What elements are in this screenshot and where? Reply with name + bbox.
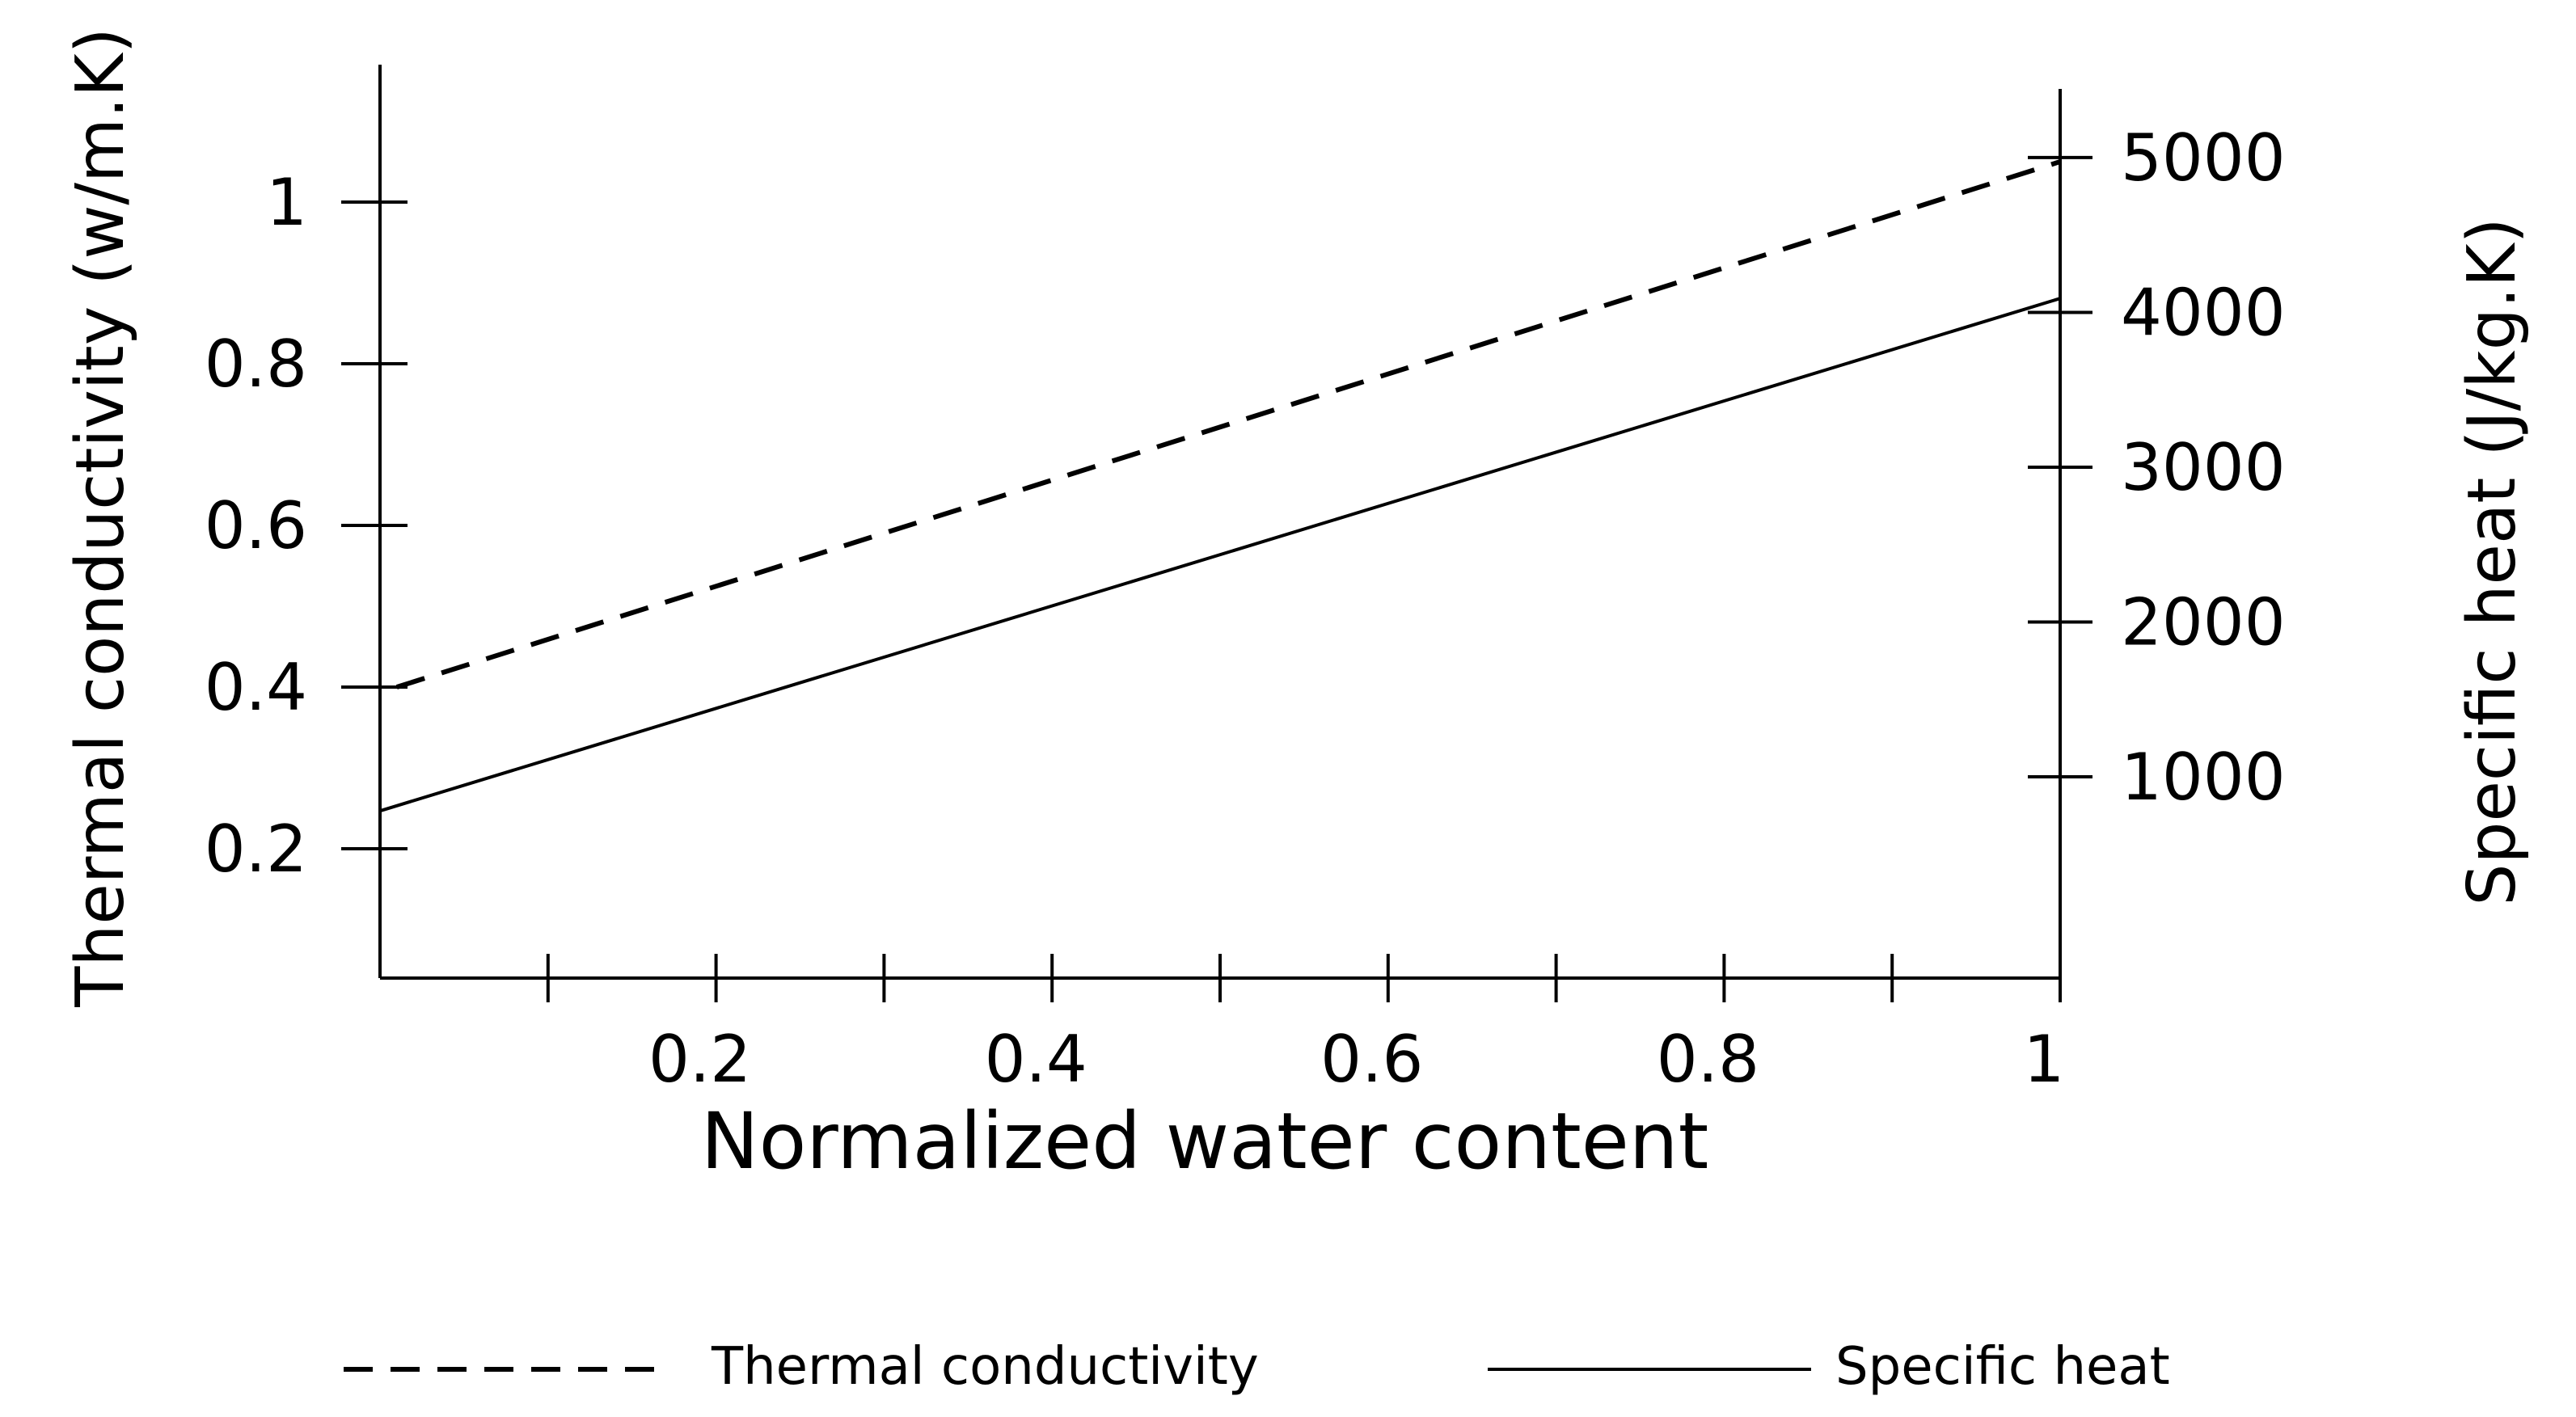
series-lines bbox=[379, 159, 2061, 813]
x-axis-title: Normalized water content bbox=[701, 1096, 1709, 1187]
left-y-tick-label: 0.6 bbox=[205, 488, 307, 563]
left-y-tick-label: 1 bbox=[266, 165, 307, 240]
right-y-tick-label: 1000 bbox=[2121, 740, 2286, 815]
series-line-thermal-conductivity bbox=[395, 159, 2061, 690]
right-y-axis-title: Specific heat (J/kg.K) bbox=[2454, 217, 2531, 905]
x-tick-label: 0.4 bbox=[985, 1022, 1087, 1097]
right-y-tick-label: 3000 bbox=[2121, 430, 2286, 505]
series-line-specific-heat bbox=[379, 297, 2061, 813]
x-tick-label: 1 bbox=[2024, 1022, 2065, 1097]
x-tick-label: 0.8 bbox=[1657, 1022, 1759, 1097]
right-y-tick-label: 5000 bbox=[2121, 120, 2286, 196]
right-y-ticks: 1000 2000 3000 4000 5000 bbox=[2028, 120, 2286, 815]
right-y-tick-label: 4000 bbox=[2121, 275, 2286, 350]
legend-label-thermal-conductivity: Thermal conductivity bbox=[711, 1337, 1259, 1397]
x-tick-label: 0.6 bbox=[1320, 1022, 1423, 1097]
left-y-tick-label: 0.4 bbox=[205, 650, 307, 725]
left-y-ticks: 0.2 0.4 0.6 0.8 1 bbox=[205, 165, 408, 887]
legend-label-specific-heat: Specific heat bbox=[1835, 1337, 2170, 1397]
x-ticks: 0.2 0.4 0.6 0.8 1 bbox=[546, 954, 2065, 1097]
left-y-tick-label: 0.8 bbox=[205, 327, 307, 402]
x-tick-label: 0.2 bbox=[648, 1022, 751, 1097]
legend: Thermal conductivity Specific heat bbox=[344, 1337, 2170, 1397]
left-y-axis-title: Thermal conductivity (w/m.K) bbox=[62, 27, 139, 1007]
left-y-tick-label: 0.2 bbox=[205, 812, 307, 887]
right-y-tick-label: 2000 bbox=[2121, 584, 2286, 660]
